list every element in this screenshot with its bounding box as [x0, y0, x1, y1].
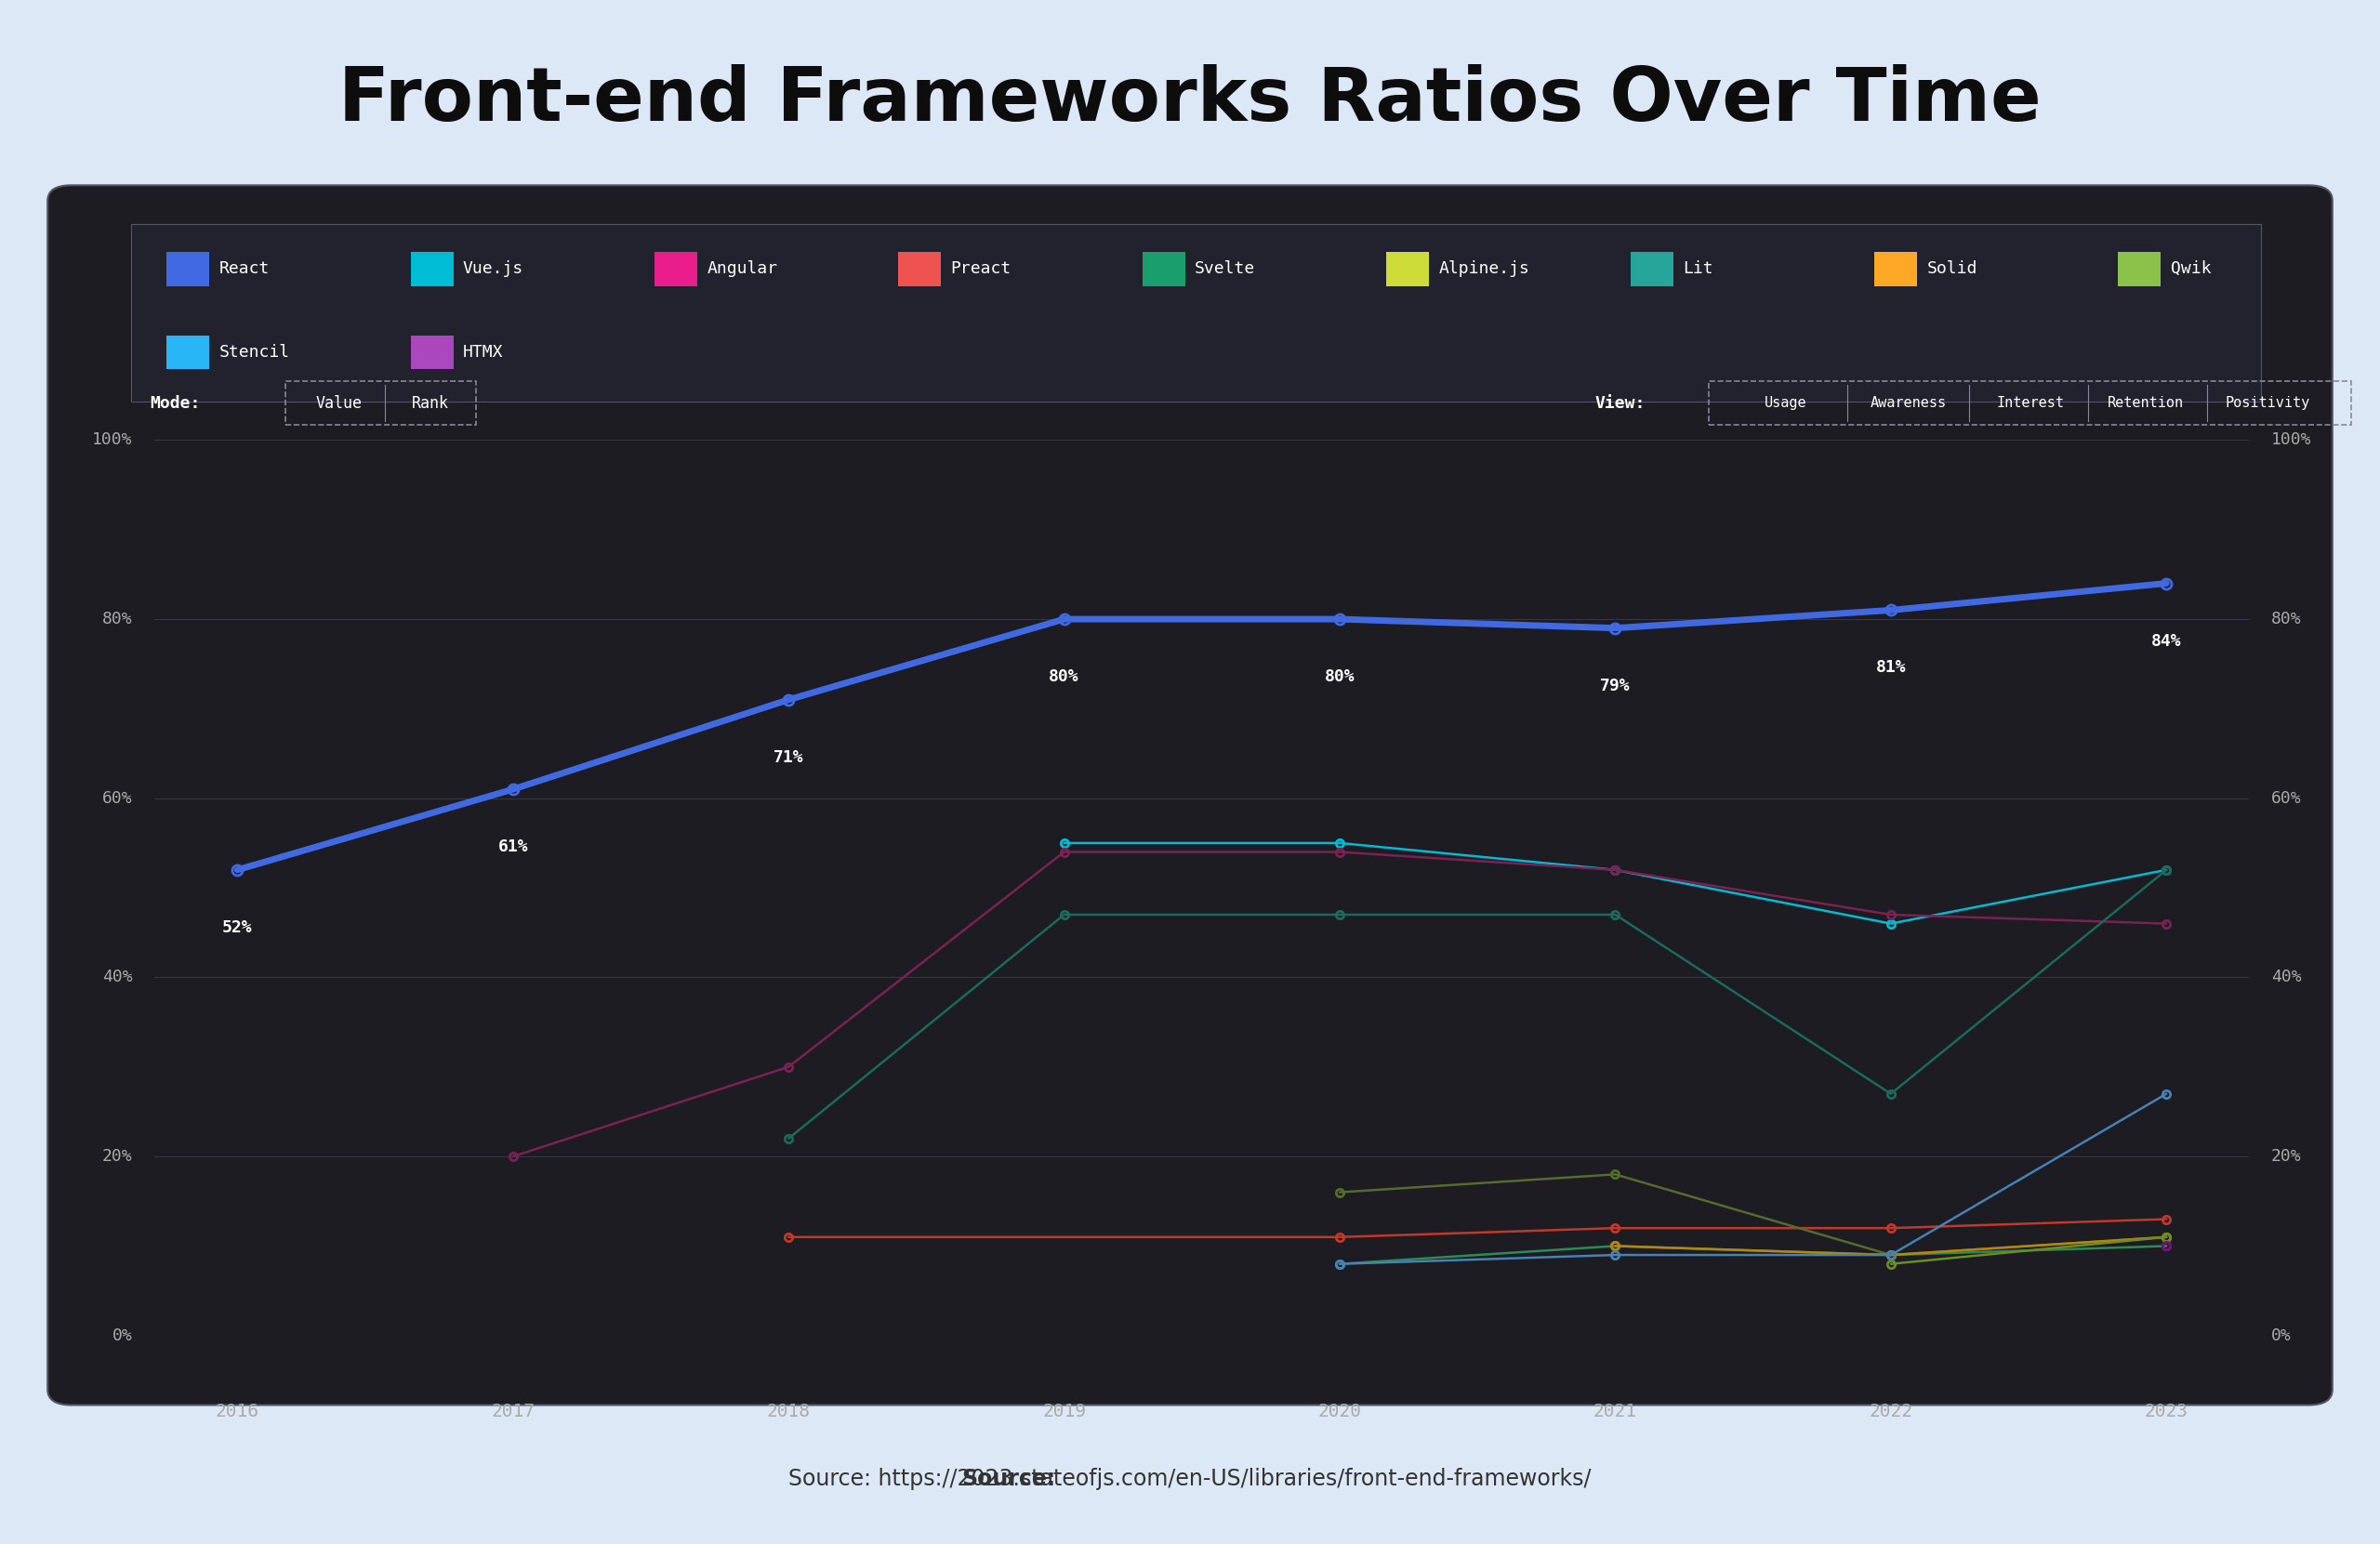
Text: 20%: 20% — [2271, 1149, 2301, 1164]
Text: Rank: Rank — [412, 395, 450, 411]
Text: 81%: 81% — [1875, 659, 1906, 676]
Text: Usage: Usage — [1764, 395, 1806, 411]
Text: Vue.js: Vue.js — [462, 261, 524, 278]
Text: 2022: 2022 — [1868, 1402, 1914, 1420]
Text: 20%: 20% — [102, 1149, 133, 1164]
FancyBboxPatch shape — [1142, 252, 1185, 286]
Text: 100%: 100% — [2271, 432, 2311, 448]
Text: 79%: 79% — [1599, 678, 1630, 695]
Text: Source:: Source: — [962, 1468, 1057, 1490]
Text: Preact: Preact — [952, 261, 1012, 278]
FancyBboxPatch shape — [2118, 252, 2161, 286]
Text: 2023: 2023 — [2144, 1402, 2187, 1420]
Text: 40%: 40% — [102, 970, 133, 985]
Text: 2017: 2017 — [490, 1402, 536, 1420]
Text: 40%: 40% — [2271, 970, 2301, 985]
Text: View:: View: — [1595, 395, 1645, 411]
FancyBboxPatch shape — [167, 252, 209, 286]
FancyBboxPatch shape — [900, 252, 942, 286]
Text: Front-end Frameworks Ratios Over Time: Front-end Frameworks Ratios Over Time — [338, 65, 2042, 136]
Text: 2019: 2019 — [1042, 1402, 1085, 1420]
FancyBboxPatch shape — [412, 252, 452, 286]
Text: 52%: 52% — [221, 919, 252, 936]
Text: Value: Value — [317, 395, 362, 411]
Text: 2020: 2020 — [1319, 1402, 1361, 1420]
Text: 71%: 71% — [774, 749, 804, 766]
Text: 0%: 0% — [2271, 1328, 2292, 1343]
Text: Stencil: Stencil — [219, 344, 290, 361]
Text: 60%: 60% — [2271, 791, 2301, 806]
Text: Interest: Interest — [1997, 395, 2063, 411]
Text: HTMX: HTMX — [462, 344, 502, 361]
Text: Mode:: Mode: — [150, 395, 200, 411]
FancyBboxPatch shape — [48, 185, 2332, 1405]
Text: Retention: Retention — [2109, 395, 2185, 411]
Text: 2016: 2016 — [217, 1402, 259, 1420]
Text: 2018: 2018 — [766, 1402, 809, 1420]
Text: Alpine.js: Alpine.js — [1438, 261, 1530, 278]
Text: 80%: 80% — [1326, 669, 1354, 686]
Text: Positivity: Positivity — [2225, 395, 2311, 411]
FancyBboxPatch shape — [167, 335, 209, 369]
Text: 80%: 80% — [1050, 669, 1078, 686]
Text: 80%: 80% — [2271, 611, 2301, 627]
FancyBboxPatch shape — [1875, 252, 1918, 286]
Text: 61%: 61% — [497, 838, 528, 855]
Text: Lit: Lit — [1683, 261, 1714, 278]
FancyBboxPatch shape — [412, 335, 452, 369]
Text: 0%: 0% — [112, 1328, 133, 1343]
Text: 2021: 2021 — [1595, 1402, 1637, 1420]
Text: Solid: Solid — [1928, 261, 1978, 278]
Text: Awareness: Awareness — [1871, 395, 1947, 411]
Text: Angular: Angular — [707, 261, 778, 278]
Text: 80%: 80% — [102, 611, 133, 627]
FancyBboxPatch shape — [1630, 252, 1673, 286]
Text: 60%: 60% — [102, 791, 133, 806]
Text: 84%: 84% — [2152, 633, 2182, 650]
Text: Svelte: Svelte — [1195, 261, 1254, 278]
Text: React: React — [219, 261, 269, 278]
Text: Qwik: Qwik — [2171, 261, 2211, 278]
Text: 100%: 100% — [93, 432, 133, 448]
FancyBboxPatch shape — [654, 252, 697, 286]
FancyBboxPatch shape — [1385, 252, 1430, 286]
FancyBboxPatch shape — [131, 224, 2261, 401]
Text: Source: https://2023.stateofjs.com/en-US/libraries/front-end-frameworks/: Source: https://2023.stateofjs.com/en-US… — [788, 1468, 1592, 1490]
